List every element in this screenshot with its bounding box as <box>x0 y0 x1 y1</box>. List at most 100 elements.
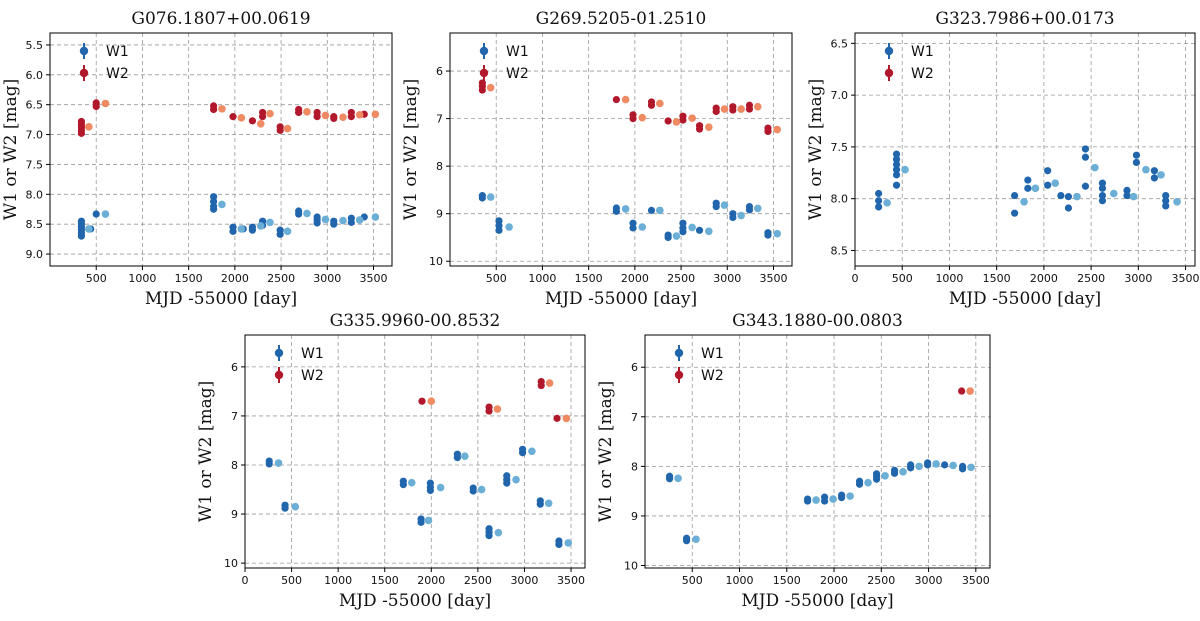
data-point-w2-mean <box>218 105 226 113</box>
data-point-w1-mean <box>283 227 292 236</box>
y-tick-label: 6 <box>436 65 443 78</box>
data-point-w1-mean <box>1073 192 1081 201</box>
data-point-w2 <box>664 117 672 125</box>
data-point-w2-mean <box>486 83 495 92</box>
data-point-w1-mean <box>915 462 923 471</box>
data-point-w1 <box>664 233 672 242</box>
x-tick-label: 3500 <box>1172 272 1200 285</box>
data-point-w2-mean <box>754 102 762 111</box>
legend-label-w2: W2 <box>301 368 324 384</box>
panel-title: G323.7986+00.0173 <box>935 9 1114 29</box>
data-point-w2-mean <box>321 111 330 120</box>
data-point-w1 <box>907 464 915 472</box>
x-tick-label: 3500 <box>962 574 990 587</box>
y-tick-label: 5.5 <box>26 39 44 52</box>
plot-frame <box>49 32 393 267</box>
y-tick-label: 7 <box>436 113 443 126</box>
panel-g335: 0 500 1000 1500 2000 2500 3000 3500 6 7 8 9 10 G335.9… <box>196 311 586 611</box>
data-point-w1-mean <box>674 474 682 483</box>
panel-title: G269.5205-01.2510 <box>536 9 707 29</box>
data-point-w1-mean <box>812 496 820 504</box>
x-tick-label: 2500 <box>867 574 895 587</box>
panel-title: G335.9960-00.8532 <box>330 311 501 331</box>
data-point-w1-mean <box>737 211 745 220</box>
data-point-w2-mean <box>656 99 664 108</box>
legend-label-w1: W1 <box>506 44 529 60</box>
x-tick-label: 1000 <box>935 272 963 285</box>
data-point-w2-mean <box>966 387 974 395</box>
data-point-w1 <box>555 540 563 549</box>
data-point-w1-mean <box>899 468 907 476</box>
plot-frame <box>244 334 586 569</box>
data-point-w1-mean <box>424 516 433 525</box>
x-tick-label: 1500 <box>175 272 203 285</box>
data-point-w2-mean <box>355 111 364 119</box>
data-point-w1 <box>1081 145 1090 153</box>
data-point-w1-mean <box>1109 189 1118 198</box>
x-tick-label: 1500 <box>773 574 801 587</box>
data-point-w2-mean <box>638 113 647 122</box>
data-point-w2-mean <box>371 110 380 119</box>
y-tick-label: 10 <box>429 255 443 268</box>
data-point-w1-mean <box>949 461 957 470</box>
legend-marker-w2 <box>479 68 489 78</box>
x-tick-label: 3500 <box>557 574 585 587</box>
data-point-w2-mean <box>493 405 502 413</box>
x-tick-label: 2000 <box>820 574 848 587</box>
data-point-w1 <box>665 475 674 483</box>
x-tick-label: 1000 <box>528 272 556 285</box>
panel-title: G076.1807+00.0619 <box>131 9 310 29</box>
x-tick-label: 0 <box>242 574 249 587</box>
x-tick-label: 3500 <box>360 272 388 285</box>
data-point-w2-mean <box>85 122 93 131</box>
x-axis-label: MJD -55000 [day] <box>545 289 697 309</box>
y-tick-label: 8.0 <box>26 188 44 201</box>
data-point-w2 <box>553 414 561 422</box>
x-tick-label: 3000 <box>1124 272 1152 285</box>
data-point-w1-mean <box>237 225 246 233</box>
data-point-w2-mean <box>705 123 713 131</box>
data-point-w2 <box>629 114 637 123</box>
data-point-w1 <box>695 226 704 234</box>
data-point-w1-mean <box>705 227 713 236</box>
data-point-w1-mean <box>881 471 889 480</box>
data-point-w2 <box>485 407 493 415</box>
x-tick-label: 1000 <box>128 272 156 285</box>
data-point-w1 <box>1162 202 1170 210</box>
data-point-w2 <box>729 106 737 114</box>
data-point-w1 <box>469 487 477 495</box>
y-tick-label: 7.5 <box>26 158 44 171</box>
data-point-w1 <box>1123 186 1131 195</box>
x-tick-label: 500 <box>281 574 302 587</box>
x-tick-label: 500 <box>892 272 913 285</box>
data-point-w1 <box>1024 184 1032 192</box>
y-tick-label: 9.0 <box>26 248 44 261</box>
x-axis-label: MJD -55000 [day] <box>145 289 297 309</box>
data-point-w1 <box>629 224 637 232</box>
data-point-w1-mean <box>1020 197 1028 206</box>
data-point-w1 <box>330 220 338 228</box>
data-point-w1 <box>485 532 493 540</box>
x-tick-label: 1000 <box>324 574 352 587</box>
y-tick-label: 10 <box>224 557 238 570</box>
y-tick-label: 7.0 <box>831 89 849 102</box>
data-point-w1-mean <box>1051 179 1060 187</box>
data-point-w1 <box>1162 191 1170 200</box>
y-tick-label: 6 <box>231 361 238 374</box>
data-point-w1 <box>712 202 720 211</box>
y-tick-label: 8.0 <box>831 193 849 206</box>
x-axis-label: MJD -55000 [day] <box>741 591 893 611</box>
y-tick-label: 6.5 <box>831 37 849 50</box>
data-point-w2 <box>229 113 237 121</box>
data-point-w1 <box>347 218 355 226</box>
x-tick-label: 1500 <box>983 272 1011 285</box>
data-point-w1-mean <box>773 229 782 238</box>
data-point-w1 <box>838 494 846 502</box>
data-point-w1 <box>820 497 829 505</box>
data-point-w2-mean <box>237 114 246 122</box>
y-tick-label: 9 <box>436 208 443 221</box>
data-point-w1 <box>679 228 687 236</box>
data-point-w1 <box>924 461 932 469</box>
data-point-w1-mean <box>864 478 872 487</box>
x-tick-label: 3500 <box>760 272 788 285</box>
